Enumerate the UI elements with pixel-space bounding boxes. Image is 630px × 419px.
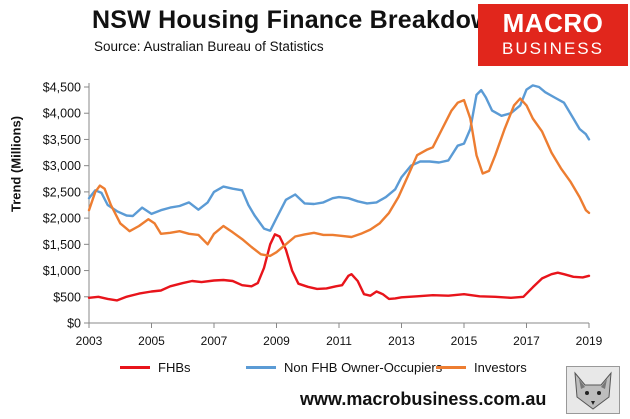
legend-swatch-fhbs [120, 366, 150, 369]
x-tick-label: 2003 [76, 334, 103, 348]
chart-legend: FHBs Non FHB Owner-Occupiers Investors [0, 360, 630, 380]
fhbs-line [87, 233, 591, 302]
x-tick-label: 2015 [451, 334, 478, 348]
y-tick-label: $2,500 [43, 185, 81, 199]
x-tick-label: 2013 [388, 334, 415, 348]
legend-label-fhbs: FHBs [158, 360, 191, 375]
investors-line [87, 97, 591, 258]
x-tick-label: 2007 [201, 334, 228, 348]
x-tick-label: 2005 [138, 334, 165, 348]
fox-mascot-image [566, 366, 620, 414]
x-tick-label: 2011 [326, 334, 352, 348]
legend-item-fhbs: FHBs [120, 360, 191, 375]
y-tick-label: $1,500 [43, 238, 81, 252]
chart-axes: $0 $500 $1,000 $1,500 $2,000 $2,500 $3,000 $3,5… [43, 81, 603, 349]
legend-swatch-investors [436, 366, 466, 369]
y-tick-label: $4,500 [43, 81, 81, 95]
footer-url: www.macrobusiness.com.au [300, 389, 547, 409]
y-tick-label: $3,000 [43, 159, 81, 173]
legend-label-investors: Investors [474, 360, 527, 375]
non-fhb-owner-occupiers-line [87, 84, 591, 232]
y-tick-label: $0 [67, 317, 81, 331]
chart-title: NSW Housing Finance Breakdown [92, 6, 507, 34]
y-tick-label: $1,000 [43, 264, 81, 278]
logo-line1: MACRO [502, 8, 604, 38]
legend-swatch-non-fhb [246, 366, 276, 369]
legend-item-investors: Investors [436, 360, 527, 375]
y-tick-label: $500 [53, 290, 81, 304]
line-chart: $0 $500 $1,000 $1,500 $2,000 $2,500 $3,000 $3,5… [43, 81, 603, 349]
chart-source: Source: Australian Bureau of Statistics [94, 39, 324, 54]
logo-line2: BUSINESS [502, 39, 604, 58]
y-tick-label: $4,000 [43, 107, 81, 121]
x-tick-label: 2017 [513, 334, 540, 348]
x-tick-label: 2009 [263, 334, 290, 348]
legend-item-non-fhb: Non FHB Owner-Occupiers [246, 360, 442, 375]
x-tick-label: 2019 [576, 334, 603, 348]
y-tick-label: $2,000 [43, 212, 81, 226]
macrobusiness-logo: MACRO BUSINESS [478, 4, 628, 66]
legend-label-non-fhb: Non FHB Owner-Occupiers [284, 360, 443, 375]
chart-series [87, 84, 591, 302]
y-tick-label: $3,500 [43, 133, 81, 147]
